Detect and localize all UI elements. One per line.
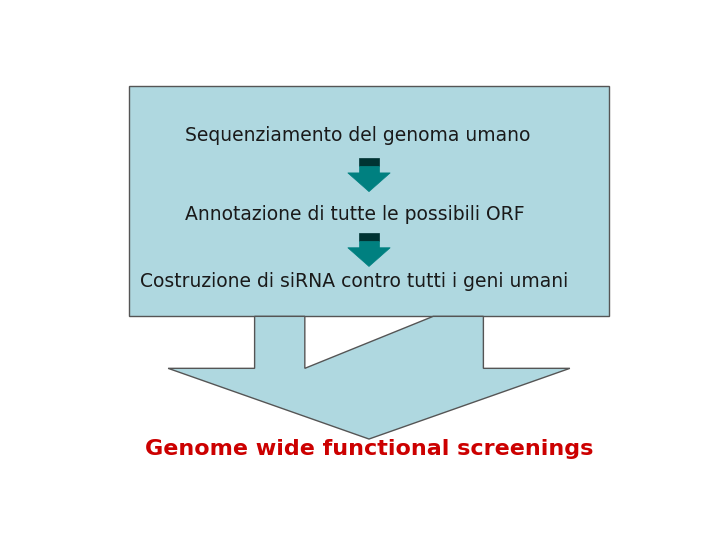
Polygon shape bbox=[359, 241, 379, 248]
Polygon shape bbox=[129, 85, 609, 316]
Text: Sequenziamento del genoma umano: Sequenziamento del genoma umano bbox=[185, 126, 530, 145]
Polygon shape bbox=[348, 173, 390, 192]
Text: Genome wide functional screenings: Genome wide functional screenings bbox=[145, 440, 593, 460]
Text: Costruzione di siRNA contro tutti i geni umani: Costruzione di siRNA contro tutti i geni… bbox=[140, 272, 569, 291]
Polygon shape bbox=[348, 248, 390, 266]
Text: Annotazione di tutte le possibili ORF: Annotazione di tutte le possibili ORF bbox=[185, 205, 524, 224]
Polygon shape bbox=[359, 158, 379, 166]
Polygon shape bbox=[359, 233, 379, 241]
Polygon shape bbox=[359, 166, 379, 173]
Polygon shape bbox=[168, 316, 570, 439]
